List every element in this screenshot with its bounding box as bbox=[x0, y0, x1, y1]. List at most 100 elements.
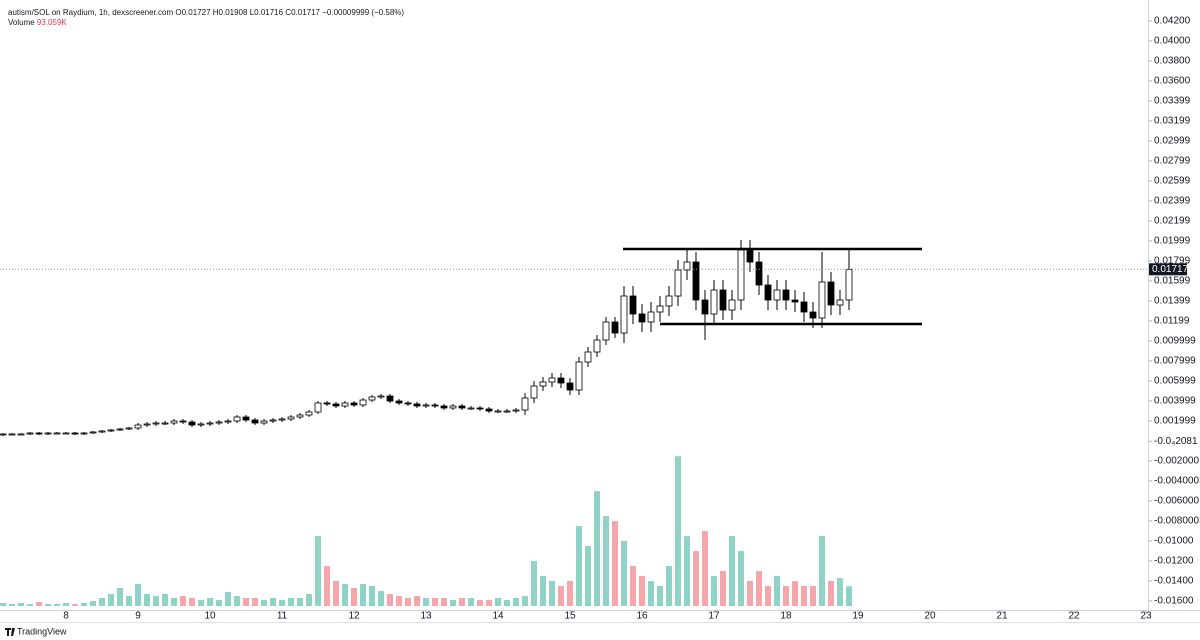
candle-body bbox=[809, 311, 817, 319]
volume-bar bbox=[333, 581, 340, 606]
x-tick-label: 11 bbox=[277, 611, 288, 622]
candle-body bbox=[836, 299, 844, 306]
candle-body bbox=[8, 433, 16, 436]
candle-body bbox=[143, 423, 151, 426]
volume-bar bbox=[675, 456, 682, 606]
y-tick-label: 0.02999 bbox=[1154, 136, 1191, 147]
volume-bar bbox=[369, 586, 376, 606]
volume-bar bbox=[0, 603, 7, 606]
volume-bar bbox=[171, 598, 178, 606]
volume-bar bbox=[144, 594, 151, 606]
candle-body bbox=[170, 420, 178, 424]
volume-bar bbox=[800, 586, 807, 606]
candle-body bbox=[611, 321, 619, 334]
ohlc-value: 0.01727 bbox=[182, 8, 211, 17]
candle-body bbox=[683, 261, 691, 271]
tradingview-logo bbox=[5, 628, 15, 636]
current-price-label: 0.01717 bbox=[1152, 264, 1189, 275]
volume-bar bbox=[90, 601, 97, 606]
candle-body bbox=[422, 404, 430, 407]
volume-bar bbox=[99, 598, 106, 606]
volume-bar bbox=[486, 600, 493, 606]
volume-bar bbox=[648, 581, 655, 606]
candle-body bbox=[323, 402, 331, 405]
candle-body bbox=[314, 402, 322, 413]
y-tick-label: -0.01600 bbox=[1154, 596, 1194, 607]
volume-bar bbox=[405, 598, 412, 606]
volume-bar bbox=[198, 600, 205, 606]
y-tick-label: -0.006000 bbox=[1154, 496, 1199, 507]
y-tick-label: 0.03800 bbox=[1154, 56, 1191, 67]
volume-bar bbox=[270, 598, 277, 606]
candle-body bbox=[692, 261, 700, 301]
volume-bar bbox=[621, 541, 628, 606]
candle-body bbox=[98, 430, 106, 433]
volume-bar bbox=[153, 596, 160, 606]
candle-body bbox=[521, 397, 529, 411]
candle-body bbox=[530, 385, 538, 399]
candle-body bbox=[647, 311, 655, 323]
volume-bar bbox=[612, 521, 619, 606]
volume-bar bbox=[504, 600, 511, 606]
candle-body bbox=[638, 313, 646, 323]
ohlc-label: H bbox=[213, 8, 219, 17]
volume-bar bbox=[378, 591, 385, 606]
volume-bar bbox=[324, 566, 331, 606]
volume-bar bbox=[396, 596, 403, 606]
candle-body bbox=[629, 295, 637, 315]
candle-body bbox=[656, 305, 664, 313]
volume-bar bbox=[809, 586, 816, 606]
volume-bar bbox=[755, 571, 762, 606]
volume-bar bbox=[252, 598, 259, 606]
candle-body bbox=[566, 382, 574, 391]
y-tick-label: 0.01599 bbox=[1154, 276, 1191, 287]
candle-body bbox=[260, 420, 268, 424]
ohlc-value: 0.01716 bbox=[254, 8, 283, 17]
y-tick-label: -0.01200 bbox=[1154, 556, 1194, 567]
candle-body bbox=[80, 432, 88, 435]
y-tick-label: -0.002000 bbox=[1154, 456, 1199, 467]
candle-body bbox=[485, 408, 493, 412]
y-tick-label: 0.01399 bbox=[1154, 296, 1191, 307]
volume-bar bbox=[189, 598, 196, 606]
candle-body bbox=[89, 431, 97, 434]
y-tick-label: -0.01000 bbox=[1154, 536, 1194, 547]
ohlc-label: O bbox=[175, 8, 181, 17]
x-tick-label: 12 bbox=[348, 611, 360, 622]
x-tick-label: 16 bbox=[636, 611, 648, 622]
candle-body bbox=[107, 429, 115, 432]
candle-body bbox=[161, 422, 169, 425]
y-tick-label: 0.03399 bbox=[1154, 96, 1191, 107]
candle-body bbox=[26, 432, 34, 435]
candle-body bbox=[458, 405, 466, 409]
candle-body bbox=[782, 289, 790, 301]
candle-body bbox=[494, 410, 502, 413]
candle-body bbox=[278, 418, 286, 421]
volume-bar bbox=[216, 600, 223, 606]
candle-body bbox=[791, 299, 799, 303]
candle-body bbox=[413, 403, 421, 407]
volume-bar bbox=[225, 592, 232, 606]
footer-bar bbox=[0, 622, 1200, 640]
candle-body bbox=[773, 289, 781, 301]
x-tick-label: 22 bbox=[1068, 611, 1080, 622]
y-tick-label: 0.02199 bbox=[1154, 216, 1191, 227]
volume-bar bbox=[45, 604, 52, 606]
candle-body bbox=[179, 420, 187, 423]
candle-body bbox=[188, 421, 196, 426]
volume-bar bbox=[710, 576, 717, 606]
x-tick-label: 17 bbox=[708, 611, 720, 622]
candle-body bbox=[764, 284, 772, 301]
candle-body bbox=[818, 281, 826, 319]
volume-value: 93.059K bbox=[37, 18, 67, 27]
x-tick-label: 20 bbox=[924, 611, 936, 622]
volume-bar bbox=[513, 598, 520, 606]
ohlc-value: 0.01717 bbox=[291, 8, 320, 17]
candle-body bbox=[575, 361, 583, 391]
candle-body bbox=[404, 402, 412, 405]
footer-brand: TradingView bbox=[17, 626, 67, 636]
volume-bar bbox=[261, 600, 268, 606]
candle-body bbox=[737, 249, 745, 301]
candle-body bbox=[377, 395, 385, 398]
